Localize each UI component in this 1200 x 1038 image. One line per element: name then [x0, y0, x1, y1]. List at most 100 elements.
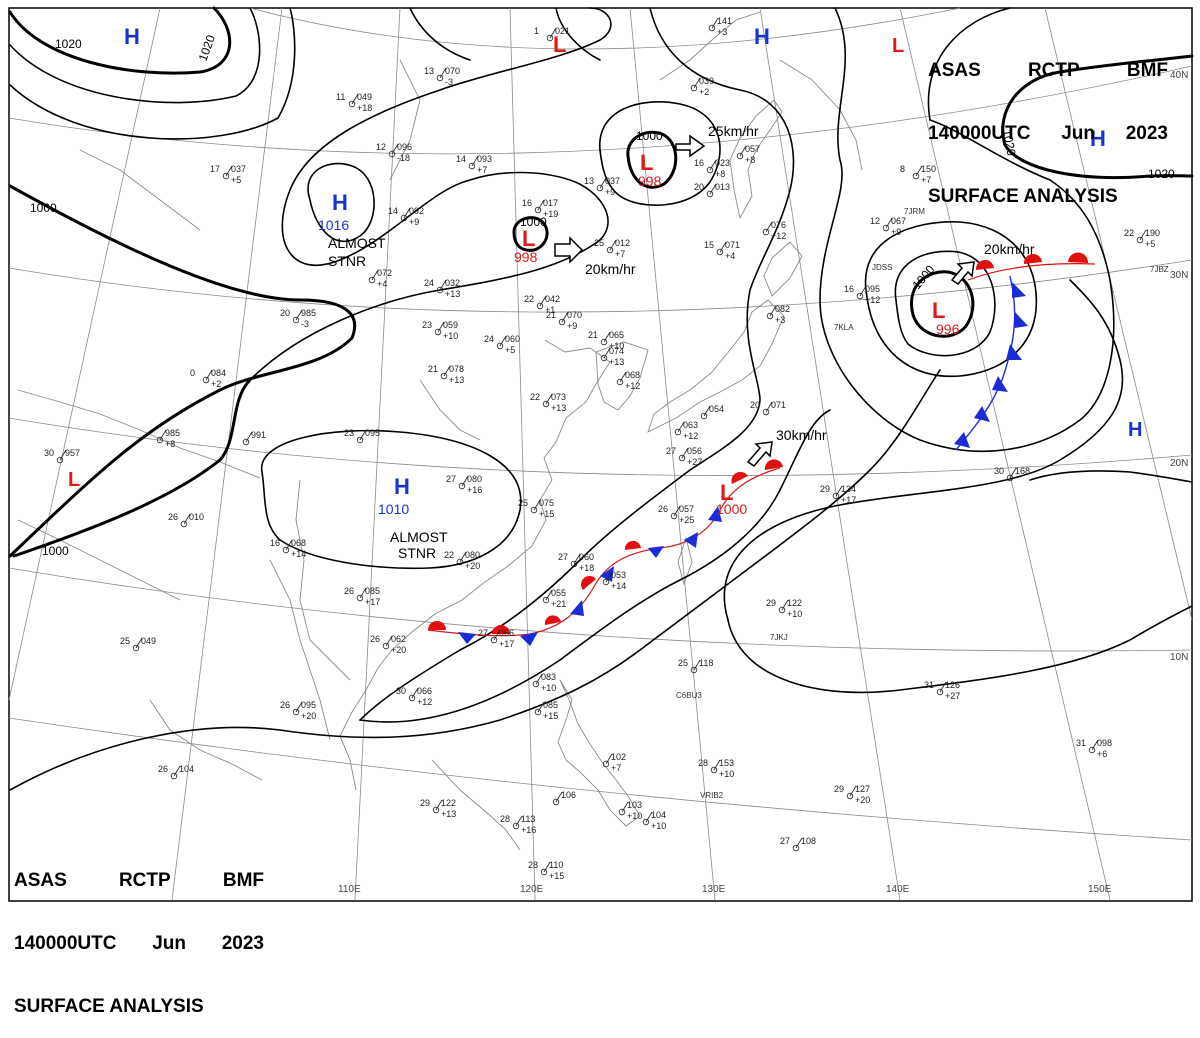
wind-barb-icon [795, 837, 803, 849]
station-tendency: +15 [543, 711, 558, 721]
station-temperature: 14 [388, 206, 398, 216]
station-plot: 30 168 [994, 466, 1030, 482]
station-pressure: 118 [699, 658, 713, 668]
low-center-996: L [932, 298, 945, 323]
station-plot: 16 023+8 [694, 158, 730, 179]
station-temperature: 29 [420, 798, 430, 808]
station-temperature: 31 [924, 680, 934, 690]
station-pressure: 053 [611, 570, 626, 580]
station-pressure: 056 [687, 446, 702, 456]
station-circle-icon [534, 206, 542, 214]
motion-arrows [554, 134, 975, 467]
station-pressure: 134 [841, 484, 856, 494]
lon-label-120e: 120E [520, 884, 544, 895]
station-tendency: +25 [679, 515, 694, 525]
station-pressure: 082 [775, 304, 790, 314]
station-circle-icon [706, 190, 714, 198]
wind-barb-icon [1009, 467, 1017, 479]
station-plot: 20 013 [694, 182, 730, 198]
station-circle-icon [348, 100, 356, 108]
station-plot: 039+2 [690, 76, 714, 97]
station-tendency: +10 [651, 821, 666, 831]
station-plot: 24 032+13 [424, 278, 460, 299]
station-pressure: 068 [625, 370, 640, 380]
station-tendency: +10 [541, 683, 556, 693]
station-pressure: 095 [301, 700, 316, 710]
station-temperature: 28 [500, 814, 510, 824]
station-plot: 29 134+17 [820, 484, 856, 505]
station-tendency: +7 [477, 165, 487, 175]
station-circle-icon [602, 760, 610, 768]
station-pressure: 057 [745, 144, 760, 154]
station-tendency: +10 [787, 609, 802, 619]
cold-front-barb [458, 632, 476, 644]
station-circle-icon [408, 694, 416, 702]
station-temperature: 8 [900, 164, 905, 174]
isobar-low-north-outer [599, 101, 721, 206]
station-tendency: +13 [551, 403, 566, 413]
station-temperature: 16 [844, 284, 854, 294]
station-plot: 063+12 [674, 420, 698, 441]
isobar-label-1000-c: 1000 [520, 215, 547, 229]
station-circle-icon [936, 688, 944, 696]
station-pressure: 080 [465, 550, 480, 560]
station-plot: 083+10 [532, 672, 556, 693]
station-plot: 29 122+10 [766, 598, 802, 619]
isobars [8, 6, 1194, 791]
station-tendency: +10 [609, 341, 624, 351]
station-pressure: 057 [679, 504, 694, 514]
station-tendency: +12 [683, 431, 698, 441]
station-pressure: 071 [725, 240, 740, 250]
station-plot: 054 [700, 404, 724, 420]
station-temperature: 24 [484, 334, 494, 344]
station-temperature: 16 [270, 538, 280, 548]
station-plot: 21 065+10 [588, 330, 624, 351]
station-circle-icon [546, 34, 554, 42]
warm-front-scallop [1068, 252, 1089, 263]
wind-barb-icon [295, 701, 303, 713]
station-plot: 27 066+17 [478, 628, 514, 649]
station-temperature: 12 [870, 216, 880, 226]
station-circle-icon [708, 24, 716, 32]
station-pressure: 071 [771, 400, 786, 410]
header-title: SURFACE ANALYSIS [928, 186, 1118, 207]
station-tendency: +6 [1097, 749, 1107, 759]
station-pressure: 150 [921, 164, 936, 174]
station-tendency: +13 [445, 289, 460, 299]
wind-barb-icon [603, 347, 611, 359]
isobar-pacific [727, 605, 1193, 694]
station-circle-icon [356, 594, 364, 602]
station-circle-icon [440, 372, 448, 380]
station-temperature: 31 [1076, 738, 1086, 748]
wind-barb-icon [849, 785, 857, 797]
station-circle-icon [832, 492, 840, 500]
isobar-1000-mid [359, 7, 795, 721]
station-pressure: 075 [539, 498, 554, 508]
lat-label-40n: 40N [1170, 70, 1188, 81]
warm-front-scallop [544, 615, 561, 625]
cold-front-barb [684, 532, 698, 548]
station-plot: 26 010 [168, 512, 204, 528]
station-circle-icon [570, 560, 578, 568]
station-pressure: 060 [579, 552, 594, 562]
isobar-east-tail [1029, 470, 1193, 483]
station-tendency: +13 [609, 357, 624, 367]
station-temperature: 1 [534, 26, 539, 36]
station-plot: 985+8 [156, 428, 180, 449]
station-circle-icon [132, 644, 140, 652]
wind-barb-icon [765, 401, 773, 413]
isobar-1000-sw [12, 378, 252, 558]
isobar-low-north [626, 130, 678, 189]
low-996-value: 996 [936, 321, 960, 337]
station-tendency: -3 [301, 319, 309, 329]
station-pressure: 054 [709, 404, 724, 414]
high-center-nw: H [124, 24, 140, 49]
station-circle-icon [552, 798, 560, 806]
station-pressure: 083 [541, 672, 556, 682]
wind-barb-icon [781, 599, 789, 611]
station-circle-icon [282, 546, 290, 554]
station-pressure: 049 [357, 92, 372, 102]
wind-barb-icon [765, 221, 773, 233]
station-pressure: 108 [801, 836, 816, 846]
station-plot: 28 153+10 [698, 758, 734, 779]
